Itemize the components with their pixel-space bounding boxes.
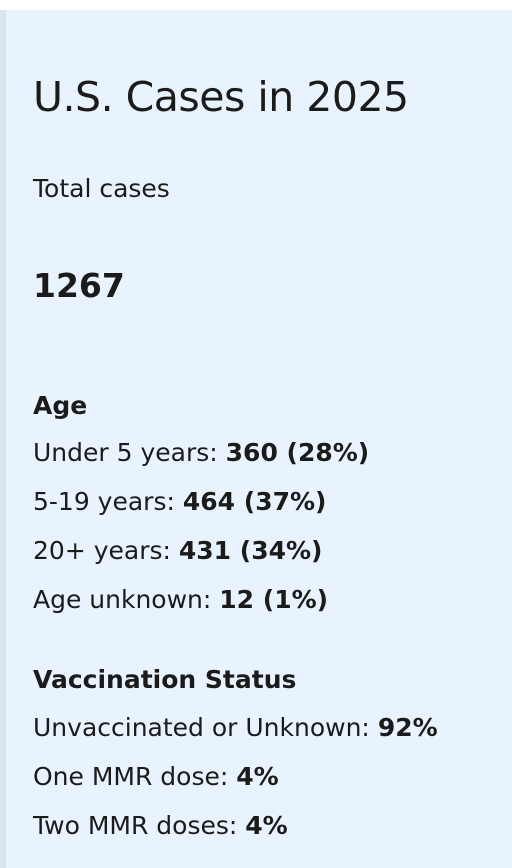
- age-row-label: Under 5 years:: [33, 438, 218, 467]
- age-row-5-19: 5-19 years: 464 (37%): [33, 487, 326, 517]
- total-cases-label: Total cases: [33, 174, 170, 203]
- vaccination-row-label: One MMR dose:: [33, 762, 229, 791]
- vaccination-row-two-doses: Two MMR doses: 4%: [33, 811, 288, 841]
- vaccination-row-value: 4%: [236, 762, 279, 791]
- age-heading: Age: [33, 391, 88, 420]
- vaccination-row-value: 92%: [377, 713, 438, 742]
- age-row-label: 20+ years:: [33, 536, 171, 565]
- age-row-unknown: Age unknown: 12 (1%): [33, 585, 328, 615]
- vaccination-heading: Vaccination Status: [33, 665, 297, 694]
- cases-summary-card: U.S. Cases in 2025 Total cases 1267 Age …: [0, 10, 512, 868]
- age-row-value: 464 (37%): [182, 487, 327, 516]
- age-row-label: 5-19 years:: [33, 487, 175, 516]
- vaccination-row-label: Unvaccinated or Unknown:: [33, 713, 370, 742]
- age-row-under-5: Under 5 years: 360 (28%): [33, 438, 369, 468]
- vaccination-row-label: Two MMR doses:: [33, 811, 238, 840]
- age-row-label: Age unknown:: [33, 585, 212, 614]
- age-row-value: 431 (34%): [178, 536, 323, 565]
- age-row-value: 12 (1%): [219, 585, 329, 614]
- card-title: U.S. Cases in 2025: [33, 73, 409, 121]
- vaccination-row-one-dose: One MMR dose: 4%: [33, 762, 279, 792]
- total-cases-value: 1267: [33, 266, 125, 305]
- age-row-value: 360 (28%): [225, 438, 370, 467]
- age-row-20-plus: 20+ years: 431 (34%): [33, 536, 322, 566]
- vaccination-row-unvaccinated: Unvaccinated or Unknown: 92%: [33, 713, 438, 743]
- vaccination-row-value: 4%: [245, 811, 288, 840]
